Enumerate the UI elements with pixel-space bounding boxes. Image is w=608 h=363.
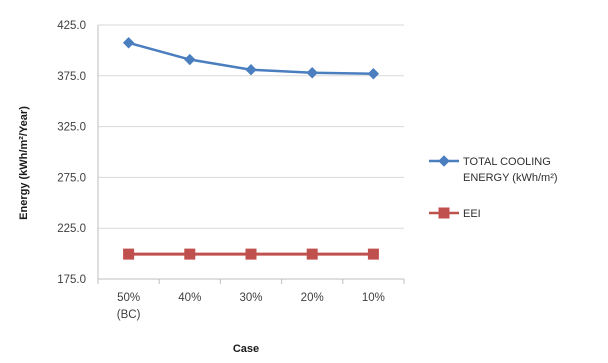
data-point-diamond bbox=[438, 155, 450, 167]
data-series bbox=[122, 37, 380, 260]
data-point-diamond bbox=[184, 53, 196, 66]
data-point-square bbox=[123, 248, 135, 260]
legend: TOTAL COOLING ENERGY (kWh/m²) EEI bbox=[429, 155, 558, 220]
y-tick-label: 175.0 bbox=[57, 274, 86, 286]
x-tick-label-line: 30% bbox=[239, 292, 262, 304]
x-tick-label-line: 40% bbox=[178, 292, 201, 304]
axes bbox=[97, 25, 405, 284]
x-tick-label-line: (BC) bbox=[117, 309, 141, 321]
data-point-square bbox=[438, 207, 450, 219]
x-tick-labels: 50% (BC) 40% 30% 20% 10% bbox=[117, 292, 385, 321]
y-tick-label: 425.0 bbox=[57, 20, 86, 32]
data-point-diamond bbox=[245, 63, 257, 76]
y-tick-labels: 425.0 375.0 325.0 275.0 225.0 175.0 bbox=[57, 20, 86, 286]
x-tick-label: 10% bbox=[362, 292, 385, 304]
y-tick-label: 225.0 bbox=[57, 223, 86, 235]
x-tick-label: 20% bbox=[301, 292, 324, 304]
x-axis-title: Case bbox=[233, 343, 259, 355]
legend-label-line: TOTAL COOLING bbox=[463, 156, 551, 168]
legend-label: EEI bbox=[463, 208, 481, 220]
legend-label: TOTAL COOLING ENERGY (kWh/m²) bbox=[463, 156, 558, 184]
series-1 bbox=[123, 248, 379, 260]
gridlines bbox=[98, 24, 404, 280]
x-tick-label: 30% bbox=[239, 292, 262, 304]
legend-item: TOTAL COOLING ENERGY (kWh/m²) bbox=[429, 155, 558, 184]
y-tick-label: 325.0 bbox=[57, 122, 86, 134]
x-tick-label: 50% (BC) bbox=[117, 292, 141, 321]
legend-item: EEI bbox=[429, 207, 481, 220]
data-point-square bbox=[306, 248, 318, 260]
data-point-diamond bbox=[122, 37, 135, 49]
series-0 bbox=[122, 37, 380, 80]
y-tick-label: 275.0 bbox=[57, 172, 86, 184]
data-point-square bbox=[367, 248, 379, 260]
data-point-diamond bbox=[306, 67, 318, 79]
legend-label-line: ENERGY (kWh/m²) bbox=[463, 172, 558, 184]
x-tick-label-line: 50% bbox=[117, 292, 140, 304]
x-tick-label: 40% bbox=[178, 292, 201, 304]
data-point-square bbox=[245, 248, 257, 260]
data-point-square bbox=[184, 248, 196, 260]
legend-label-line: EEI bbox=[463, 208, 481, 220]
data-point-diamond bbox=[367, 68, 380, 80]
x-tick-label-line: 20% bbox=[301, 292, 324, 304]
y-tick-label: 375.0 bbox=[57, 71, 86, 83]
y-axis-title: Energy (kWh/m²/Year) bbox=[18, 106, 30, 220]
x-tick-label-line: 10% bbox=[362, 292, 385, 304]
